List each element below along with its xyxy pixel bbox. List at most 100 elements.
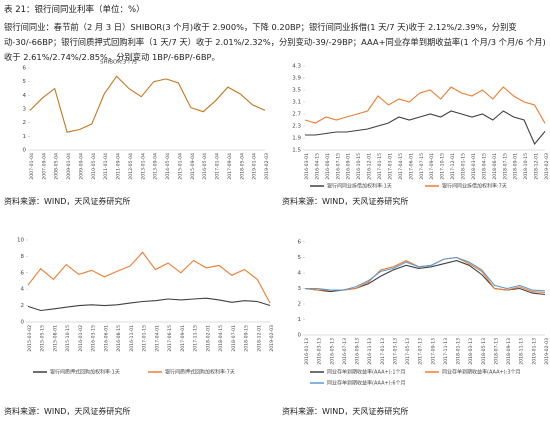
x-tick-label: 2019-01-13 [531, 338, 537, 365]
table-header: 表 21：银行间同业利率（单位：%） [4, 5, 145, 15]
legend-label: 同业存单到期收益率(AAA+):6个月 [327, 380, 406, 387]
x-tick-label: 2017-07-15 [419, 153, 425, 180]
x-tick-label: 2016-09-13 [355, 338, 361, 365]
y-tick-label: 2.7 [292, 112, 301, 118]
x-tick-label: 2017-01-15 [142, 325, 148, 352]
x-tick-label: 2016-11-13 [367, 338, 373, 365]
data-line [304, 256, 546, 294]
x-tick-label: 2018-04-15 [481, 153, 487, 180]
y-tick-label: 1.9 [292, 136, 301, 142]
series-label: SHIBOR:3个月 [100, 59, 137, 66]
x-tick-label: 2016-08-15 [116, 325, 122, 352]
legend-label: 同业存单到期收益率(AAA+):3个月 [442, 369, 521, 376]
y-tick-label: 4 [21, 287, 25, 293]
source-note: 资料来源：WIND，天风证券研究所 [4, 197, 131, 206]
x-tick-label: 2013-01-04 [140, 153, 146, 180]
source-note: 资料来源：WIND，天风证券研究所 [4, 407, 131, 416]
y-tick-label: 6 [298, 240, 302, 246]
x-tick-label: 2009-09-04 [78, 153, 84, 180]
x-tick-label: 2016-07-15 [335, 153, 341, 180]
x-tick-label: 2012-05-04 [128, 153, 134, 180]
x-tick-label: 2018-12-01 [534, 153, 540, 180]
summary-text: 银行间同业：春节前（2 月 3 日）SHIBOR(3 个月)收于 2.900%，… [4, 22, 546, 62]
legend-label: 银行间同业拆借加权利率:1天 [327, 183, 392, 190]
x-tick-label: 2014-05-04 [165, 153, 171, 180]
x-tick-label: 2017-12-01 [450, 153, 456, 180]
x-tick-label: 2017-03-13 [392, 338, 398, 365]
data-line [29, 75, 266, 133]
x-tick-label: 2018-07-13 [493, 338, 499, 365]
x-tick-label: 2013-09-04 [153, 153, 159, 180]
x-tick-label: 2015-01-04 [177, 153, 183, 180]
x-tick-label: 2015-05-15 [40, 325, 46, 352]
x-tick-label: 2017-07-13 [418, 338, 424, 365]
legend-label: 银行间同业拆借加权利率:7天 [442, 183, 507, 190]
x-tick-label: 2017-06-01 [408, 153, 414, 180]
x-tick-label: 2008-05-04 [54, 153, 60, 180]
x-tick-label: 2017-01-13 [380, 338, 386, 365]
x-tick-label: 2017-11-13 [443, 338, 449, 365]
x-tick-label: 2018-05-04 [239, 153, 245, 180]
x-tick-label: 2016-06-01 [325, 153, 331, 180]
y-tick-label: 4 [23, 93, 27, 99]
x-tick-label: 2017-06-15 [167, 325, 173, 352]
y-tick-label: 8 [21, 254, 25, 260]
x-tick-label: 2018-02-01 [205, 325, 211, 352]
x-tick-label: 2018-04-15 [218, 325, 224, 352]
x-tick-label: 2017-09-01 [429, 153, 435, 180]
x-tick-label: 2017-04-15 [398, 153, 404, 180]
x-tick-label: 2018-11-13 [519, 338, 525, 365]
y-tick-label: 2 [21, 303, 25, 309]
x-tick-label: 2016-06-01 [103, 325, 109, 352]
x-tick-label: 2019-02-03 [269, 325, 275, 352]
x-tick-label: 2019-02-03 [544, 153, 550, 180]
source-note: 资料来源：WIND，天风证券研究所 [282, 407, 409, 416]
x-tick-label: 2016-05-13 [329, 338, 335, 365]
x-tick-label: 2017-10-15 [440, 153, 446, 180]
x-tick-label: 2018-10-15 [523, 153, 529, 180]
y-tick-label: 10 [17, 238, 24, 244]
x-tick-label: 2016-03-13 [317, 338, 323, 365]
x-tick-label: 2015-03-02 [27, 325, 33, 352]
x-tick-label: 2015-08-01 [52, 325, 58, 352]
data-line [305, 256, 546, 292]
y-tick-label: 5 [298, 255, 302, 261]
y-tick-label: 4 [298, 271, 302, 277]
y-tick-label: 5 [23, 79, 27, 85]
x-tick-label: 2016-11-01 [129, 325, 135, 352]
x-tick-label: 2018-03-01 [471, 153, 477, 180]
y-tick-label: 0 [23, 148, 27, 154]
x-tick-label: 2016-01-02 [78, 325, 84, 352]
y-tick-label: 3 [23, 107, 27, 113]
y-tick-label: 1 [298, 317, 302, 323]
y-tick-label: 3.9 [292, 76, 301, 82]
data-line [27, 251, 271, 304]
y-tick-label: 3 [298, 286, 302, 292]
x-tick-label: 2019-01-04 [252, 153, 258, 180]
y-tick-label: 6 [23, 66, 27, 72]
x-tick-label: 2016-03-01 [304, 153, 310, 180]
x-tick-label: 2016-07-13 [342, 338, 348, 365]
y-tick-label: 0 [298, 333, 302, 339]
legend-label: 同业存单到期收益率(AAA+):1个月 [327, 369, 406, 376]
x-tick-label: 2016-05-04 [202, 153, 208, 180]
x-tick-label: 2017-01-15 [377, 153, 383, 180]
x-tick-label: 2018-01-15 [461, 153, 467, 180]
x-tick-label: 2017-09-04 [227, 153, 233, 180]
x-tick-label: 2015-09-04 [190, 153, 196, 180]
x-tick-label: 2017-11-15 [193, 325, 199, 352]
x-tick-label: 2018-07-15 [502, 153, 508, 180]
data-line [27, 297, 271, 312]
x-tick-label: 2019-02-03 [544, 338, 550, 365]
x-tick-label: 2019-02-03 [264, 153, 270, 180]
x-tick-label: 2017-01-04 [215, 153, 221, 180]
x-tick-label: 2010-05-04 [91, 153, 97, 180]
x-tick-label: 2015-10-15 [65, 325, 71, 352]
x-tick-label: 2016-10-15 [356, 153, 362, 180]
y-tick-label: 1 [23, 134, 27, 140]
x-tick-label: 2007-09-04 [41, 153, 47, 180]
y-tick-label: 6 [21, 270, 25, 276]
y-tick-label: 0 [21, 320, 25, 326]
